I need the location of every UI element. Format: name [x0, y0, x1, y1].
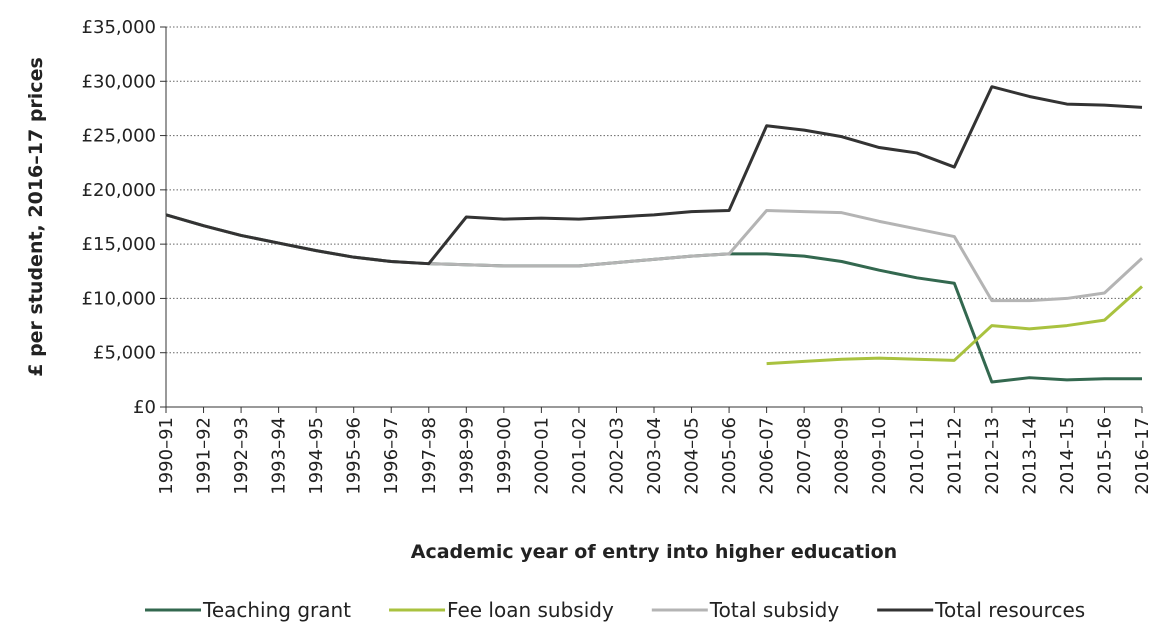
x-tick-label: 2001–02 [569, 417, 590, 495]
series-line [165, 208, 1144, 303]
y-tick-label: £15,000 [82, 234, 156, 255]
y-tick-label: £10,000 [82, 288, 156, 309]
y-tick-label: £35,000 [82, 17, 156, 38]
x-tick-label: 2007–08 [794, 417, 815, 495]
y-tick-label: £0 [133, 397, 156, 418]
legend-label: Fee loan subsidy [447, 598, 614, 622]
x-axis-title: Academic year of entry into higher educa… [411, 541, 897, 563]
y-axis-title: £ per student, 2016–17 prices [25, 57, 47, 377]
x-tick-label: 2015–16 [1094, 417, 1115, 495]
x-tick-label: 2014–15 [1057, 417, 1078, 495]
x-tick-label: 2008–09 [832, 417, 853, 495]
x-tick-label: 1999–00 [494, 417, 515, 495]
x-tick-label: 2009–10 [869, 417, 890, 495]
y-tick-label: £20,000 [82, 180, 156, 201]
legend-label: Total resources [934, 598, 1085, 622]
x-tick-label: 2013–14 [1019, 417, 1040, 495]
x-tick-label: 1991–92 [194, 417, 215, 495]
series-line [766, 285, 1144, 366]
x-tick-label: 2006–07 [757, 417, 778, 495]
x-tick-label: 2011–12 [944, 417, 965, 495]
x-tick-label: 1992–93 [231, 417, 252, 495]
x-tick-label: 1994–95 [306, 417, 327, 495]
x-tick-label: 2005–06 [719, 417, 740, 495]
legend-label: Teaching grant [202, 598, 351, 622]
x-tick-label: 2016–17 [1132, 417, 1153, 495]
x-tick-label: 2004–05 [682, 417, 703, 495]
x-tick-label: 1990–91 [156, 417, 177, 495]
series-line [165, 85, 1143, 266]
y-tick-label: £25,000 [82, 126, 156, 147]
x-tick-label: 1995–96 [344, 417, 365, 495]
y-tick-label: £30,000 [82, 71, 156, 92]
x-tick-label: 1997–98 [419, 417, 440, 495]
x-tick-label: 2000–01 [531, 417, 552, 495]
x-tick-label: 2003–04 [644, 417, 665, 495]
legend-label: Total subsidy [709, 598, 840, 622]
y-tick-label: £5,000 [93, 343, 156, 364]
x-tick-label: 1998–99 [456, 417, 477, 495]
x-tick-label: 1993–94 [269, 417, 290, 495]
x-tick-label: 2012–13 [982, 417, 1003, 495]
x-tick-label: 1996–97 [381, 417, 402, 495]
x-tick-label: 2002–03 [606, 417, 627, 495]
x-tick-label: 2010–11 [907, 417, 928, 495]
